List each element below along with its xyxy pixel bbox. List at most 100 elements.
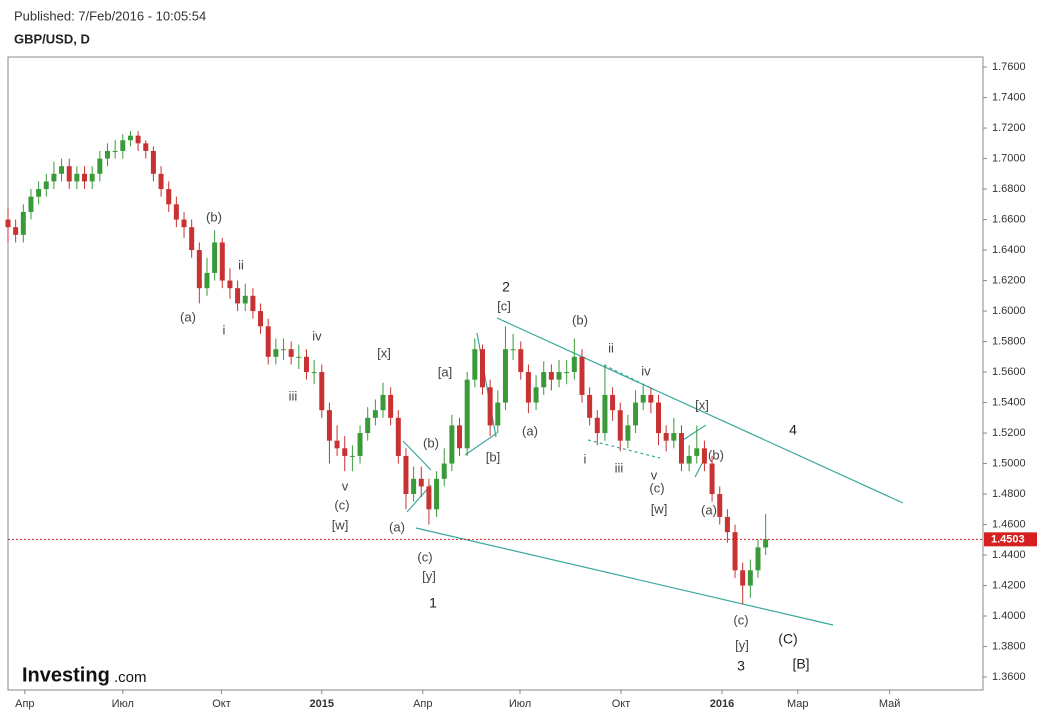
x-tick-label: Апр [15,698,34,710]
candle-body [242,295,248,304]
wave-label: [w] [651,501,668,516]
candle-body [556,372,562,380]
candle-body [349,455,355,457]
wave-label: (b) [708,447,724,462]
wave-label: (a) [389,519,405,534]
candle-body [89,173,95,182]
candle-body [97,158,103,174]
candle-body [196,250,202,289]
candle-body [372,410,378,418]
x-tick-label: Окт [612,698,631,710]
wave-label: (a) [180,309,196,324]
trend-line [682,424,707,441]
y-tick-label: 1.4000 [992,610,1026,622]
trend-line [476,332,497,438]
candle-body [150,150,156,174]
wave-label: i [584,451,587,466]
wave-label: (b) [206,209,222,224]
wave-label: 4 [789,422,797,438]
y-tick-label: 1.6000 [992,305,1026,317]
y-tick-label: 1.6200 [992,274,1026,286]
candle-body [763,539,769,548]
candle-body [82,173,88,182]
y-tick-label: 1.7400 [992,91,1026,103]
candle-body [571,356,577,373]
candle-body [36,189,42,197]
y-tick-label: 1.6600 [992,213,1026,225]
wave-label: [B] [792,656,809,672]
candle-body [487,387,493,426]
candle-body [166,189,172,205]
candle-body [434,478,440,510]
candle-body [20,211,26,235]
published: Published: 7/Feb/2016 - 10:05:54 [14,8,206,23]
candle-body [472,349,478,380]
trend-line [587,439,661,459]
candle-body [204,272,210,289]
candle-body [219,242,225,281]
wave-label: (c) [417,549,432,564]
candle-body [303,356,309,373]
candle-body [510,349,516,351]
y-tick-label: 1.5600 [992,366,1026,378]
candle-body [694,448,700,456]
wave-label: [c] [497,298,511,313]
wave-label: [y] [735,637,749,652]
candle-body [181,219,187,228]
trend-line [402,440,432,471]
candle-body [265,326,271,357]
wave-label: (b) [423,435,439,450]
wave-label: [x] [377,345,391,360]
wave-label: (C) [778,631,797,647]
wave-label: (b) [572,312,588,327]
candle-body [640,394,646,403]
candle-body [533,387,539,403]
x-tick-label: Апр [413,698,432,710]
candle-body [502,349,508,403]
candle-body [395,417,401,456]
candle-body [686,455,692,464]
price-tag-label: 1.4503 [991,534,1025,546]
candle-body [273,349,279,357]
trend-line [415,527,834,626]
candle-body [411,478,417,495]
candle-body [579,356,585,395]
y-tick-label: 1.4600 [992,518,1026,530]
wave-label: v [342,478,349,493]
candle-body [464,379,470,449]
candle-body [235,288,241,304]
y-tick-label: 1.4400 [992,549,1026,561]
y-tick-label: 1.5200 [992,427,1026,439]
y-tick-label: 1.7200 [992,122,1026,134]
candle-body [112,150,118,152]
candle-body [747,570,753,586]
candle-body [678,433,684,464]
candle-body [740,570,746,586]
candle-body [709,463,715,495]
candle-body [311,372,317,374]
candle-body [388,394,394,418]
symbol: GBP/USD, D [14,31,90,46]
candle-body [104,150,110,159]
y-tick-label: 1.7600 [992,61,1026,73]
candle-body [66,166,72,182]
candle-body [449,425,455,464]
wave-label: [x] [695,397,709,412]
candle-body [143,143,149,151]
candle-body [457,425,463,449]
y-tick-label: 1.3600 [992,671,1026,683]
candle-body [250,295,256,312]
x-tick-label: Мар [787,698,809,710]
wave-label: (c) [334,497,349,512]
wave-label: iv [641,363,651,378]
candle-body [732,532,738,571]
candle-body [617,410,623,441]
candle-body [701,448,707,464]
x-tick-label: Июл [509,698,531,710]
wave-label: [y] [422,568,436,583]
logo-suffix: .com [114,669,147,686]
candle-body [541,372,547,388]
candle-body [43,181,49,190]
y-tick-label: 1.4800 [992,488,1026,500]
candle-body [594,417,600,434]
